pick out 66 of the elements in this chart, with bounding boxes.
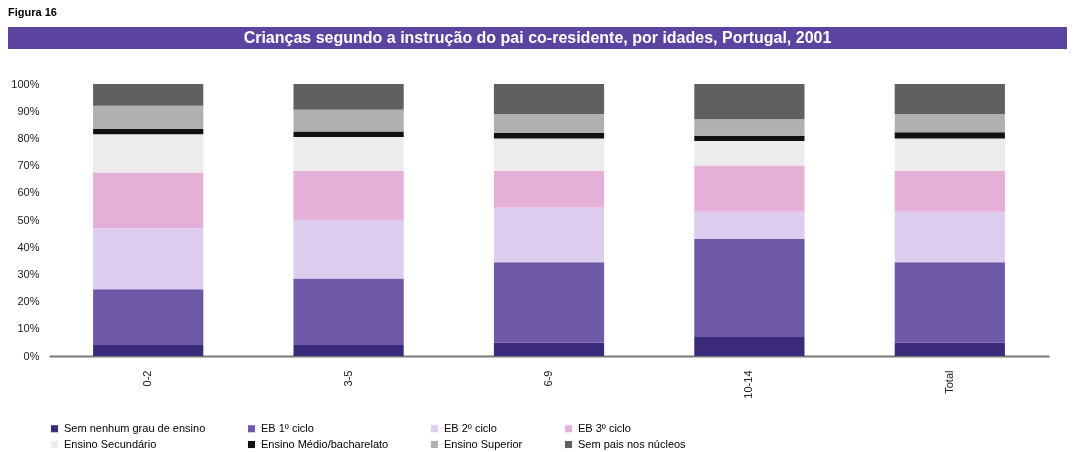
bar (694, 336, 805, 356)
bar (493, 138, 605, 172)
bar (93, 128, 204, 135)
legend-label: Sem pais nos núcleos (578, 437, 687, 450)
bar (93, 84, 204, 106)
y-tick-label: 90% (17, 104, 40, 117)
bar (293, 171, 404, 220)
y-tick-label: 100% (11, 77, 40, 90)
bar (894, 262, 1005, 343)
bar (894, 138, 1005, 172)
title-banner: Crianças segundo a instrução do pai co-residente, por idades, Portugal, 2001 (8, 27, 1067, 49)
legend-label: Ensino Médio/bacharelato (261, 437, 389, 450)
bar (293, 278, 404, 346)
legend-label: EB 1º ciclo (261, 421, 314, 434)
bar (93, 134, 204, 173)
bar (93, 172, 204, 229)
bar (293, 109, 404, 132)
bar (293, 84, 404, 110)
y-tick-label: 70% (17, 159, 40, 172)
bar (894, 171, 1005, 212)
bar (93, 345, 204, 356)
y-tick-label: 60% (17, 186, 40, 199)
bar (493, 262, 605, 343)
bar (493, 84, 605, 114)
bar (293, 345, 404, 356)
y-tick-label: 80% (17, 131, 40, 144)
legend-label: Ensino Secundário (64, 437, 157, 450)
x-tick-label: 3-5 (341, 370, 354, 387)
bar (493, 207, 605, 263)
x-tick-label: 0-2 (141, 370, 154, 387)
y-tick-label: 0% (23, 349, 40, 362)
bar (293, 137, 404, 172)
x-tick-label: 10-14 (742, 370, 755, 399)
bar (493, 342, 605, 356)
y-tick-label: 40% (17, 240, 40, 253)
bar (694, 119, 805, 136)
y-tick-label: 20% (17, 295, 40, 308)
bar (493, 132, 605, 139)
y-tick-label: 10% (17, 322, 40, 335)
y-tick-label: 30% (17, 267, 40, 280)
bar (293, 131, 404, 138)
bar (93, 105, 204, 129)
bar (293, 220, 404, 279)
y-tick-label: 50% (17, 213, 40, 226)
bar (894, 84, 1005, 114)
bar (493, 171, 605, 208)
legend-label: EB 3º ciclo (578, 421, 631, 434)
bar (93, 289, 204, 346)
text: Figura 16 (8, 6, 57, 18)
bar (93, 228, 204, 290)
bar (894, 211, 1005, 263)
bar (694, 135, 805, 142)
x-tick-label: 6-9 (542, 370, 554, 387)
bar (694, 84, 805, 120)
bar (694, 239, 805, 337)
bar (694, 141, 805, 166)
bar (894, 342, 1005, 356)
bar (694, 211, 805, 240)
legend-label: Ensino Superior (444, 437, 523, 450)
bar (894, 113, 1005, 133)
bar (493, 113, 605, 133)
bar (894, 132, 1005, 139)
legend-label: EB 2º ciclo (444, 421, 497, 434)
bar (694, 165, 805, 212)
x-tick-label: Total (942, 370, 955, 394)
legend-label: Sem nenhum grau de ensino (64, 421, 206, 434)
